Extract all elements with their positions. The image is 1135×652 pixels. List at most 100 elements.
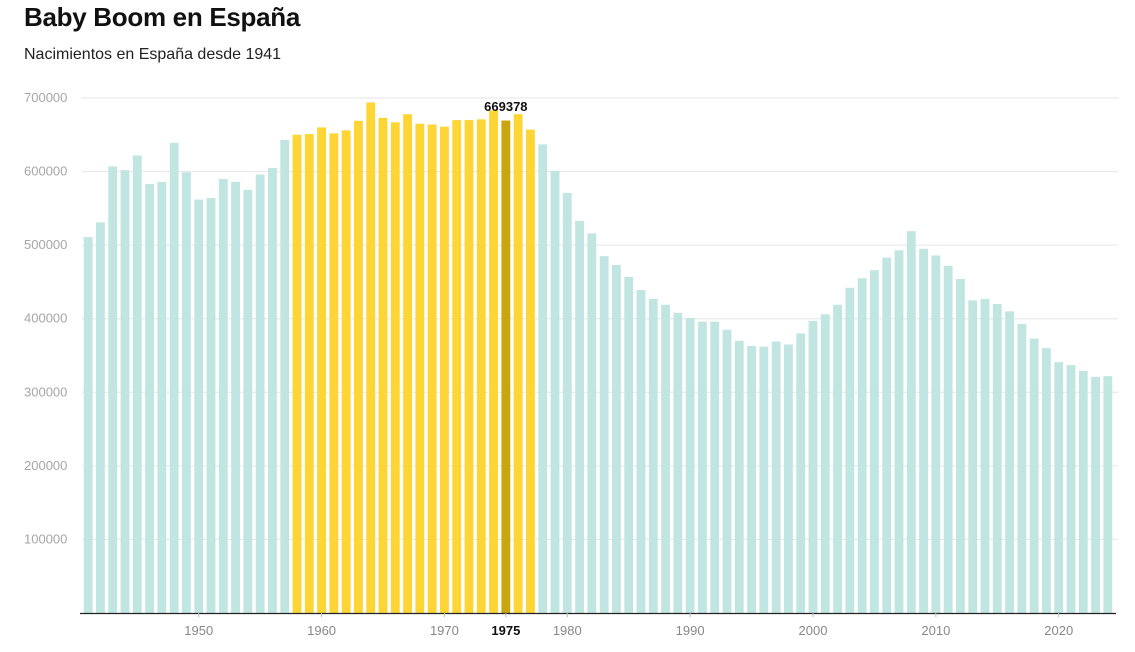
bar-1957[interactable] <box>280 139 290 613</box>
bar-1995[interactable] <box>747 345 756 613</box>
bar-1999[interactable] <box>796 333 806 613</box>
bar-2019[interactable] <box>1042 348 1051 613</box>
bar-1983[interactable] <box>599 256 609 613</box>
bar-1987[interactable] <box>648 298 658 613</box>
bar-2021[interactable] <box>1066 365 1076 613</box>
bar-2017[interactable] <box>1017 323 1027 613</box>
bar-1956[interactable] <box>268 167 277 613</box>
bar-2015[interactable] <box>992 304 1002 613</box>
bar-1996[interactable] <box>759 346 769 613</box>
bar-1966[interactable] <box>390 122 400 614</box>
bar-1980[interactable] <box>562 192 572 613</box>
bar-1944[interactable] <box>120 170 130 613</box>
labels: 669378 <box>484 99 527 114</box>
x-tick-label: 1980 <box>553 623 582 638</box>
y-tick-label: 500000 <box>24 237 67 252</box>
y-tick-label: 400000 <box>24 311 67 326</box>
bar-2000[interactable] <box>808 320 818 613</box>
bar-1958[interactable] <box>292 134 302 614</box>
bar-1945[interactable] <box>132 155 142 613</box>
bar-2018[interactable] <box>1029 338 1039 613</box>
bar-2010[interactable] <box>931 255 941 613</box>
bar-2008[interactable] <box>906 231 916 613</box>
bar-1997[interactable] <box>771 341 781 613</box>
bar-1990[interactable] <box>685 317 695 613</box>
bar-1985[interactable] <box>624 276 634 613</box>
bar-1976[interactable] <box>513 114 523 613</box>
bar-1954[interactable] <box>243 189 253 613</box>
bar-2013[interactable] <box>968 300 978 613</box>
y-tick-label: 300000 <box>24 384 67 399</box>
bar-1982[interactable] <box>587 233 597 613</box>
bar-1949[interactable] <box>182 172 191 614</box>
bar-1950[interactable] <box>194 199 204 613</box>
bar-2006[interactable] <box>882 257 892 613</box>
x-tick-label: 1960 <box>307 623 336 638</box>
bar-2012[interactable] <box>956 278 965 613</box>
bar-1967[interactable] <box>403 114 412 613</box>
bar-2004[interactable] <box>857 278 867 613</box>
bar-1968[interactable] <box>415 123 425 613</box>
bar-1952[interactable] <box>218 178 228 613</box>
bar-1960[interactable] <box>317 127 326 613</box>
bar-1965[interactable] <box>378 117 388 613</box>
bar-1994[interactable] <box>734 340 744 613</box>
bar-2005[interactable] <box>870 270 879 613</box>
bar-1972[interactable] <box>464 120 474 614</box>
bar-1993[interactable] <box>722 329 732 613</box>
bar-1991[interactable] <box>698 321 707 613</box>
bar-1962[interactable] <box>341 130 351 613</box>
x-tick-label: 1990 <box>676 623 705 638</box>
bar-1963[interactable] <box>354 120 363 614</box>
bar-1953[interactable] <box>231 181 240 613</box>
bar-1955[interactable] <box>255 174 265 613</box>
bar-1992[interactable] <box>710 321 720 613</box>
bar-1977[interactable] <box>526 129 535 613</box>
bar-2002[interactable] <box>833 304 842 613</box>
bar-2022[interactable] <box>1078 370 1088 613</box>
bar-1941[interactable] <box>83 237 93 614</box>
bar-1978[interactable] <box>538 144 548 613</box>
bar-1973[interactable] <box>476 119 486 613</box>
bar-1986[interactable] <box>636 290 646 613</box>
bar-1974[interactable] <box>489 110 498 613</box>
chart-title: Baby Boom en España <box>24 2 301 32</box>
bar-1984[interactable] <box>612 265 621 613</box>
bar-1959[interactable] <box>304 134 314 614</box>
bar-2023[interactable] <box>1091 376 1100 613</box>
bar-2001[interactable] <box>820 314 830 613</box>
bar-1970[interactable] <box>440 126 449 613</box>
bar-1988[interactable] <box>661 304 670 613</box>
bar-1979[interactable] <box>550 170 560 614</box>
bar-1998[interactable] <box>784 344 793 613</box>
bar-1951[interactable] <box>206 198 216 614</box>
bar-1964[interactable] <box>366 102 376 614</box>
bar-1946[interactable] <box>145 184 154 614</box>
bar-1989[interactable] <box>673 312 683 613</box>
bar-1975[interactable] <box>501 120 511 613</box>
bar-2003[interactable] <box>845 287 855 613</box>
bar-1947[interactable] <box>157 181 167 613</box>
bar-1969[interactable] <box>427 124 437 613</box>
highlight-data-label: 669378 <box>484 99 527 114</box>
bar-2020[interactable] <box>1054 362 1064 613</box>
x-tick-label: 1950 <box>184 623 213 638</box>
bar-2007[interactable] <box>894 250 904 614</box>
bar-1961[interactable] <box>329 133 339 614</box>
x-tick-label: 2000 <box>799 623 828 638</box>
bar-2024[interactable] <box>1103 376 1113 613</box>
bar-2014[interactable] <box>980 298 990 613</box>
x-tick-label: 2010 <box>921 623 950 638</box>
bar-1981[interactable] <box>575 220 584 613</box>
y-tick-label: 100000 <box>24 531 67 546</box>
y-tick-label: 200000 <box>24 458 67 473</box>
bar-2016[interactable] <box>1005 311 1014 613</box>
bar-1971[interactable] <box>452 120 462 614</box>
bar-1942[interactable] <box>96 222 105 614</box>
bar-1943[interactable] <box>108 166 118 613</box>
x-tick-label: 2020 <box>1044 623 1073 638</box>
bar-2009[interactable] <box>919 248 928 614</box>
bar-1948[interactable] <box>169 142 179 613</box>
bar-2011[interactable] <box>943 265 953 613</box>
axes: 1950 1960 1970 1975 1980 1990 2000 2010 2020 <box>80 612 1116 638</box>
